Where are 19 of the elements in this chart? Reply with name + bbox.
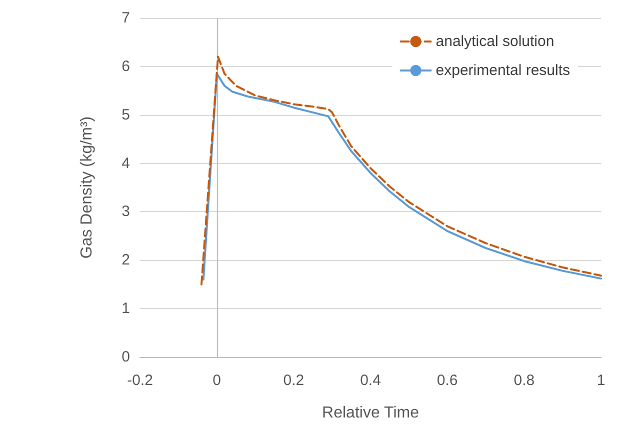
y-tick-label: 4 (122, 154, 130, 172)
y-tick-label: 1 (122, 300, 130, 318)
y-tick-label: 5 (122, 106, 130, 124)
y-tick-label: 2 (122, 252, 130, 269)
x-axis-title: Relative Time (322, 404, 420, 422)
x-tick-label: 0 (212, 372, 222, 389)
y-tick-label: 6 (122, 58, 130, 75)
y-tick-label: 7 (122, 10, 130, 26)
legend-label: experimental results (436, 62, 570, 79)
y-axis-title: Gas Density (kg/m³) (78, 116, 96, 259)
x-tick-label: 0.6 (436, 372, 458, 389)
y-tick-label: 0 (122, 348, 130, 366)
y-tick-label: 3 (122, 203, 130, 220)
x-tick-label: -0.2 (127, 372, 153, 389)
x-tick-label: 0.2 (283, 372, 304, 389)
legend-label: analytical solution (436, 33, 554, 50)
x-tick-label: 0.4 (360, 372, 381, 389)
x-tick-label: 0.8 (514, 372, 535, 389)
x-tick-label: 1 (596, 372, 606, 389)
